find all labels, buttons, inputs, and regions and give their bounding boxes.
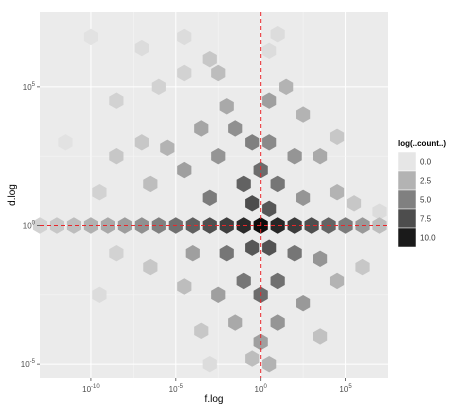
hexbin-cell	[270, 272, 285, 290]
x-tick-label: 10-10	[82, 384, 100, 394]
hexbin-cell	[236, 175, 251, 193]
y-tick-label: 105	[23, 82, 36, 92]
hexbin-cell	[177, 278, 192, 295]
legend-label: 7.5	[420, 215, 432, 224]
hexbin-cell	[253, 161, 268, 179]
hexbin-cell	[202, 50, 217, 68]
x-axis-title: f.log	[205, 394, 224, 405]
legend-label: 5.0	[420, 196, 432, 205]
legend-label: 0.0	[420, 158, 432, 167]
hexbin-cell	[160, 139, 175, 157]
hexbin-cell	[236, 272, 251, 290]
legend-label: 10.0	[420, 234, 436, 243]
hexbin-cell	[346, 195, 362, 212]
fill-legend: log(..count..) 0.0 2.5 5.0 7.5 10.0	[397, 139, 446, 248]
hexbin-cell	[92, 184, 107, 201]
hexbin-cell	[245, 350, 260, 367]
hexbin-cell	[143, 258, 158, 276]
hexbin-cell	[66, 217, 82, 234]
hexbin-cell	[270, 25, 285, 43]
hexbin-cell	[109, 245, 124, 262]
hexbin-cell	[151, 217, 166, 234]
reference-lines	[40, 12, 388, 378]
hexbin-cell	[185, 245, 200, 262]
y-tick-label: 100	[23, 221, 36, 231]
hexbin-cell	[270, 217, 285, 234]
hexbin-cell	[219, 217, 234, 234]
legend-key	[397, 227, 417, 248]
hexbin-cell	[202, 355, 217, 373]
hexbin-cell	[219, 245, 234, 262]
hexbin-cell	[270, 175, 285, 193]
hexbin-cell	[194, 322, 209, 340]
hexbin-cell	[313, 328, 328, 345]
legend-key	[397, 208, 417, 229]
hexbin-cell	[58, 134, 73, 151]
hexbin-cell	[100, 217, 115, 234]
y-axis-title: d.log	[7, 184, 18, 206]
hexbin-cell	[329, 272, 345, 290]
hexbin-cell	[304, 217, 319, 234]
hexbin-cell	[287, 245, 302, 262]
hexbin-cell	[219, 98, 234, 115]
hexbin-cell	[262, 92, 277, 109]
hexbin-cell	[355, 258, 370, 276]
hexbin-cell	[329, 128, 345, 145]
legend-key	[397, 189, 417, 210]
hexbin-cell	[83, 28, 99, 46]
hexbin-cell	[313, 147, 328, 165]
hexbin-cell	[177, 64, 192, 82]
x-tick-label: 105	[339, 384, 352, 394]
hexbin-cell	[177, 161, 192, 179]
hexbin-cell	[211, 286, 226, 304]
x-tick-label: 10-5	[169, 384, 184, 394]
legend-key	[397, 170, 417, 191]
hexbin-cell	[109, 147, 124, 165]
legend-label: 2.5	[420, 177, 432, 186]
hexbin-cell	[296, 189, 311, 206]
hexbin-cell	[211, 147, 226, 165]
hexbin-cell	[245, 239, 260, 256]
hexbin-cell	[372, 203, 387, 220]
legend-title: log(..count..)	[398, 139, 446, 148]
hexbin-cell	[262, 134, 277, 151]
hexbin-cell	[109, 92, 124, 109]
hexbin-cell	[338, 217, 353, 234]
axes: 10-10 10-5 100 105 10-5 100 105	[21, 82, 353, 394]
x-tick-label: 100	[255, 384, 268, 394]
hexbin-cell	[296, 294, 311, 312]
hexbin-cell	[245, 134, 260, 151]
hexbin-cell	[296, 106, 311, 123]
hexbin-cell	[134, 134, 149, 151]
y-tick-label: 10-5	[21, 359, 36, 369]
legend-key	[397, 151, 417, 172]
hexbin-cell	[151, 78, 166, 96]
hexbin-cell	[228, 120, 243, 137]
hexbin-cell	[134, 39, 149, 57]
hexbin-cell	[287, 147, 302, 165]
hexbin-cell	[194, 120, 209, 137]
hexbin-cell	[185, 217, 200, 234]
hexbin-cell	[228, 314, 243, 331]
hexbin-cell	[262, 355, 277, 373]
hexbin-cell	[245, 195, 260, 212]
hexbin-cell	[177, 28, 192, 46]
hexbin-cell	[262, 200, 277, 218]
hexbin-layer	[32, 25, 387, 373]
hexbin-cell	[92, 286, 107, 304]
hexbin-cell	[279, 78, 294, 96]
hexbin-cell	[329, 184, 345, 201]
hexbin-cell	[313, 250, 328, 267]
hexbin-cell	[202, 189, 217, 206]
hexbin-cell	[211, 64, 226, 82]
hexbin-cell	[262, 239, 277, 256]
hexbin-cell	[270, 314, 285, 331]
hexbin-cell	[143, 175, 158, 193]
hexbin-cell	[262, 42, 277, 60]
